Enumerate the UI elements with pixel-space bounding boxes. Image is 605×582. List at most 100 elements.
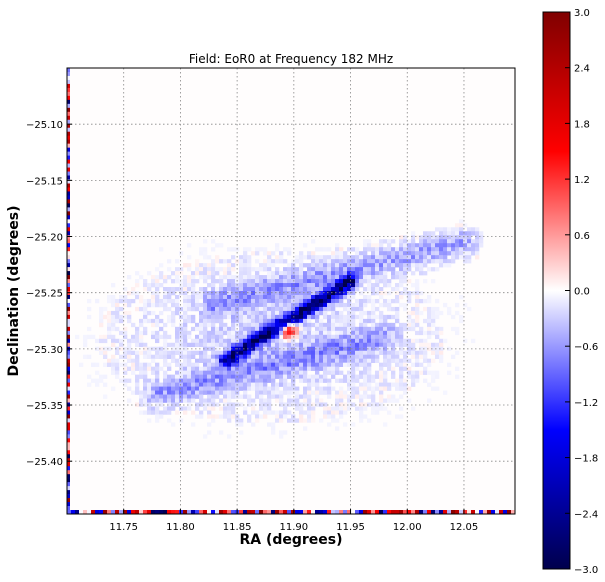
- heatmap-cell: [335, 366, 340, 371]
- heatmap-cell: [215, 386, 220, 391]
- edge-cell: [455, 510, 460, 514]
- heatmap-cell: [271, 350, 276, 356]
- heatmap-cell: [191, 422, 196, 427]
- heatmap-cell: [259, 306, 264, 312]
- heatmap-cell: [343, 283, 348, 288]
- heatmap-cell: [259, 314, 264, 320]
- heatmap-cell: [411, 291, 416, 296]
- heatmap-cell: [351, 314, 356, 320]
- heatmap-cell: [291, 374, 296, 379]
- heatmap-cell: [315, 346, 320, 352]
- heatmap-cell: [339, 247, 344, 252]
- heatmap-cell: [431, 346, 436, 352]
- heatmap-cell: [463, 251, 468, 256]
- heatmap-cell: [343, 410, 348, 415]
- heatmap-cell: [447, 370, 452, 375]
- heatmap-cell: [303, 386, 308, 391]
- heatmap-cell: [167, 259, 172, 264]
- heatmap-cell: [307, 382, 312, 387]
- heatmap-cell: [243, 267, 248, 272]
- heatmap-cell: [267, 287, 272, 292]
- heatmap-cell: [315, 291, 320, 296]
- heatmap-cell: [407, 370, 412, 375]
- heatmap-cell: [411, 247, 416, 252]
- heatmap-cell: [383, 255, 388, 260]
- heatmap-cell: [207, 302, 212, 308]
- heatmap-cell: [115, 302, 120, 308]
- edge-cell: [67, 406, 70, 411]
- edge-cell: [383, 510, 388, 514]
- heatmap-cell: [359, 394, 364, 399]
- heatmap-cell: [419, 338, 424, 344]
- edge-cell: [67, 119, 70, 125]
- heatmap-cell: [383, 322, 388, 328]
- heatmap-cell: [223, 354, 228, 359]
- heatmap-cell: [415, 338, 420, 344]
- edge-cell: [91, 510, 96, 514]
- heatmap-cell: [151, 390, 156, 395]
- heatmap-cell: [391, 255, 396, 260]
- heatmap-cell: [347, 275, 352, 280]
- heatmap-cell: [391, 374, 396, 379]
- heatmap-cell: [415, 279, 420, 284]
- heatmap-cell: [259, 382, 264, 387]
- heatmap-cell: [155, 374, 160, 379]
- heatmap-cell: [255, 302, 260, 308]
- heatmap-cell: [259, 362, 264, 367]
- heatmap-cell: [175, 346, 180, 352]
- heatmap-cell: [171, 287, 176, 292]
- heatmap-cell: [159, 414, 164, 419]
- heatmap-cell: [187, 370, 192, 375]
- heatmap-cell: [263, 322, 268, 328]
- y-tick-label: −25.10: [26, 120, 63, 131]
- heatmap-cell: [243, 342, 248, 348]
- heatmap-cell: [135, 342, 140, 348]
- edge-cell: [255, 510, 260, 514]
- heatmap-cell: [307, 410, 312, 415]
- heatmap-cell: [295, 298, 300, 304]
- edge-cell: [387, 510, 392, 514]
- heatmap-cell: [159, 350, 164, 356]
- heatmap-cell: [351, 422, 356, 427]
- heatmap-cell: [227, 283, 232, 288]
- heatmap-cell: [267, 406, 272, 411]
- heatmap-cell: [243, 330, 248, 336]
- heatmap-cell: [111, 302, 116, 308]
- heatmap-cell: [391, 287, 396, 292]
- heatmap-cell: [403, 378, 408, 383]
- heatmap-cell: [191, 378, 196, 383]
- heatmap-cell: [151, 410, 156, 415]
- heatmap-cell: [343, 346, 348, 352]
- heatmap-cell: [171, 322, 176, 328]
- heatmap-cell: [315, 267, 320, 272]
- heatmap-cell: [347, 346, 352, 352]
- heatmap-cell: [455, 227, 460, 232]
- heatmap-cell: [299, 259, 304, 264]
- heatmap-cell: [255, 314, 260, 320]
- heatmap-cell: [255, 298, 260, 304]
- edge-cell: [443, 510, 448, 514]
- heatmap-cell: [207, 362, 212, 367]
- heatmap-cell: [303, 314, 308, 320]
- heatmap-cell: [211, 366, 216, 371]
- heatmap-cell: [243, 291, 248, 296]
- heatmap-cell: [335, 342, 340, 348]
- heatmap-cell: [367, 346, 372, 352]
- heatmap-cell: [271, 354, 276, 359]
- heatmap-cell: [111, 370, 116, 375]
- heatmap-cell: [443, 247, 448, 252]
- heatmap-cell: [311, 283, 316, 288]
- heatmap-cell: [347, 378, 352, 383]
- heatmap-cell: [303, 374, 308, 379]
- heatmap-cell: [267, 354, 272, 359]
- heatmap-cell: [207, 386, 212, 391]
- heatmap-cell: [331, 418, 336, 423]
- heatmap-cell: [379, 287, 384, 292]
- heatmap-cell: [283, 259, 288, 264]
- heatmap-cell: [251, 398, 256, 403]
- heatmap-cell: [331, 366, 336, 371]
- heatmap-cell: [243, 275, 248, 280]
- heatmap-cell: [99, 318, 104, 324]
- heatmap-cell: [383, 279, 388, 284]
- heatmap-cell: [391, 358, 396, 363]
